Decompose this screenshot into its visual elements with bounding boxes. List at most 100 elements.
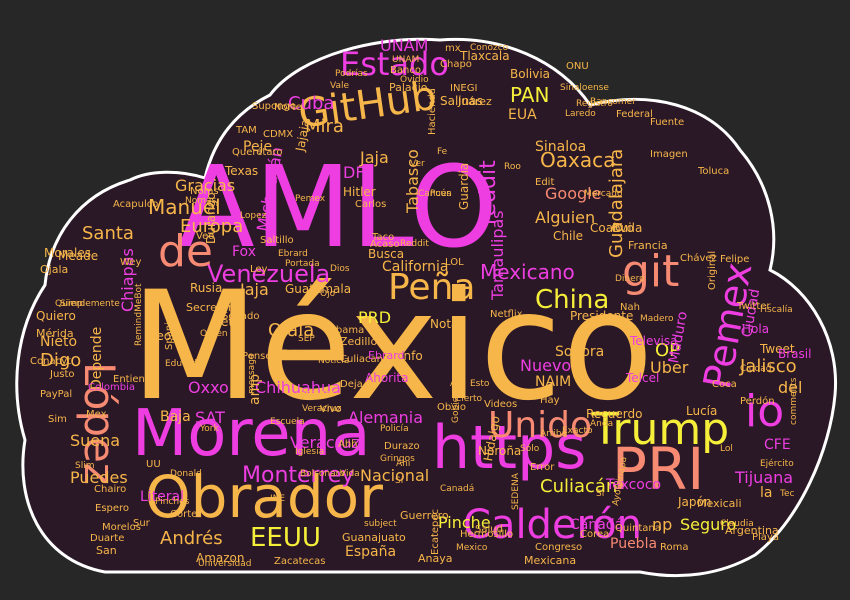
- cloud-word: Guerrero: [400, 509, 449, 522]
- cloud-word: Fox: [232, 244, 256, 260]
- cloud-word: Seguro: [680, 515, 737, 534]
- cloud-word: Perdón: [740, 396, 775, 407]
- cloud-word: Pues: [430, 189, 452, 199]
- cloud-word: Acapulco: [113, 199, 159, 210]
- cloud-word: Veracruz: [302, 404, 342, 414]
- cloud-word: Nomas: [185, 196, 217, 206]
- cloud-word: Exacto: [562, 426, 593, 436]
- cloud-word: Carlos: [355, 199, 387, 210]
- cloud-word: Conozco: [470, 43, 509, 53]
- cloud-word: Recuerdo: [586, 407, 643, 421]
- cloud-word: Nieto: [40, 334, 78, 350]
- cloud-word: Obrador: [145, 463, 384, 531]
- cloud-word: INEGI: [450, 83, 478, 94]
- cloud-word: Roo: [504, 162, 521, 172]
- cloud-word: Jaja: [240, 280, 269, 299]
- cloud-word: Entonces: [282, 349, 324, 359]
- cloud-word: Hermosillo: [460, 529, 514, 540]
- cloud-word: Wey: [120, 257, 142, 268]
- cloud-word: Mexico: [456, 543, 488, 553]
- cloud-word: https: [432, 413, 587, 483]
- cloud-word: Literal: [140, 489, 185, 505]
- cloud-word: UNAM: [392, 55, 420, 65]
- cloud-word: CDMX: [263, 129, 294, 140]
- cloud-word: Edit: [535, 177, 555, 188]
- cloud-word: EUA: [508, 107, 537, 123]
- cloud-word: NAIM: [535, 374, 572, 390]
- cloud-word: amp: [247, 373, 263, 405]
- cloud-word: Brasil: [778, 347, 812, 361]
- cloud-word: Suena: [70, 431, 121, 450]
- cloud-word: Simplemente: [60, 299, 120, 309]
- cloud-word: Orden: [200, 329, 228, 339]
- cloud-word: Uber: [650, 358, 689, 377]
- cloud-word: Ahh: [338, 439, 358, 450]
- cloud-word: Canadá: [440, 484, 475, 494]
- cloud-word: Tijuana: [735, 468, 794, 487]
- cloud-word: DF: [343, 163, 365, 182]
- cloud-word: Ebrard: [368, 349, 405, 362]
- cloud-word: Google: [545, 184, 602, 203]
- cloud-word: Telcel: [626, 371, 660, 385]
- cloud-word: Coahuila: [590, 221, 643, 235]
- cloud-word: UU: [146, 459, 161, 470]
- cloud-word: Entiendo: [113, 374, 158, 385]
- cloud-word: Registro: [576, 99, 613, 109]
- cloud-word: Imagen: [650, 149, 688, 160]
- cloud-word: SEP: [298, 334, 315, 344]
- cloud-word: Tweet: [760, 342, 795, 356]
- cloud-word: Gobierno: [451, 382, 461, 423]
- cloud-word: Trump: [592, 404, 730, 455]
- cloud-word: Ojo: [320, 289, 336, 299]
- cloud-word: Anda: [590, 419, 614, 429]
- cloud-word: Congreso: [535, 542, 583, 553]
- cloud-word: Morales: [44, 246, 91, 260]
- cloud-word: Corea: [580, 529, 610, 540]
- cloud-word: Francia: [628, 239, 668, 252]
- cloud-word: Europa: [180, 216, 244, 237]
- cloud-word: SEDENA: [511, 473, 521, 510]
- cloud-word: Durazo: [384, 441, 420, 452]
- cloud-word: Guanajuato: [342, 531, 406, 544]
- cloud-word: Mex: [86, 409, 107, 420]
- cloud-word: Nacional: [360, 466, 430, 485]
- cloud-word: Pinche: [438, 513, 491, 532]
- cloud-word: Espero: [95, 503, 130, 514]
- cloud-word: comments: [789, 377, 799, 425]
- cloud-word: Chile: [553, 229, 584, 243]
- cloud-word: Sinaloa: [535, 139, 587, 155]
- cloud-word: Bolivia: [510, 67, 551, 81]
- cloud-word: Argentina: [725, 524, 779, 537]
- cloud-word: Presidente: [570, 309, 634, 323]
- cloud-word: Lol: [720, 444, 733, 454]
- cloud-word: Pensé: [242, 351, 272, 362]
- cloud-word: Cierto: [455, 394, 483, 404]
- cloud-word: Hacienda: [427, 88, 438, 135]
- cloud-word: Reddit: [400, 239, 429, 249]
- cloud-word: Spanish: [164, 310, 175, 351]
- cloud-word: Evo: [612, 221, 635, 235]
- cloud-word: Veracruz: [290, 433, 360, 452]
- cloud-word: Guardia: [457, 162, 471, 210]
- cloud-word: Felipe: [720, 254, 750, 265]
- cloud-word: España: [345, 544, 397, 560]
- cloud-word: Duarte: [90, 533, 125, 544]
- cloud-word: Gracias: [175, 176, 236, 195]
- cloud-word: Ley: [250, 264, 268, 275]
- cloud-word: Justo: [50, 369, 75, 380]
- cloud-word: Esto: [470, 379, 490, 389]
- cloud-word: Noticia: [318, 356, 350, 366]
- cloud-word: Policía: [380, 424, 409, 434]
- cloud-word: Pinches: [155, 497, 190, 507]
- cloud-word: Info: [400, 349, 423, 363]
- cloud-word: Mira: [305, 116, 344, 137]
- cloud-word: Tlaxcala: [460, 49, 510, 63]
- cloud-word: Palacio: [389, 81, 428, 94]
- cloud-word: Cuba: [288, 93, 335, 114]
- cloud-word: PayPal: [40, 389, 73, 400]
- cloud-word: OP: [655, 340, 681, 361]
- cloud-word: Coca: [712, 379, 737, 390]
- cloud-word: Baja: [160, 409, 191, 425]
- cloud-word: Obvio: [437, 402, 467, 413]
- cloud-word: LOL: [445, 257, 464, 268]
